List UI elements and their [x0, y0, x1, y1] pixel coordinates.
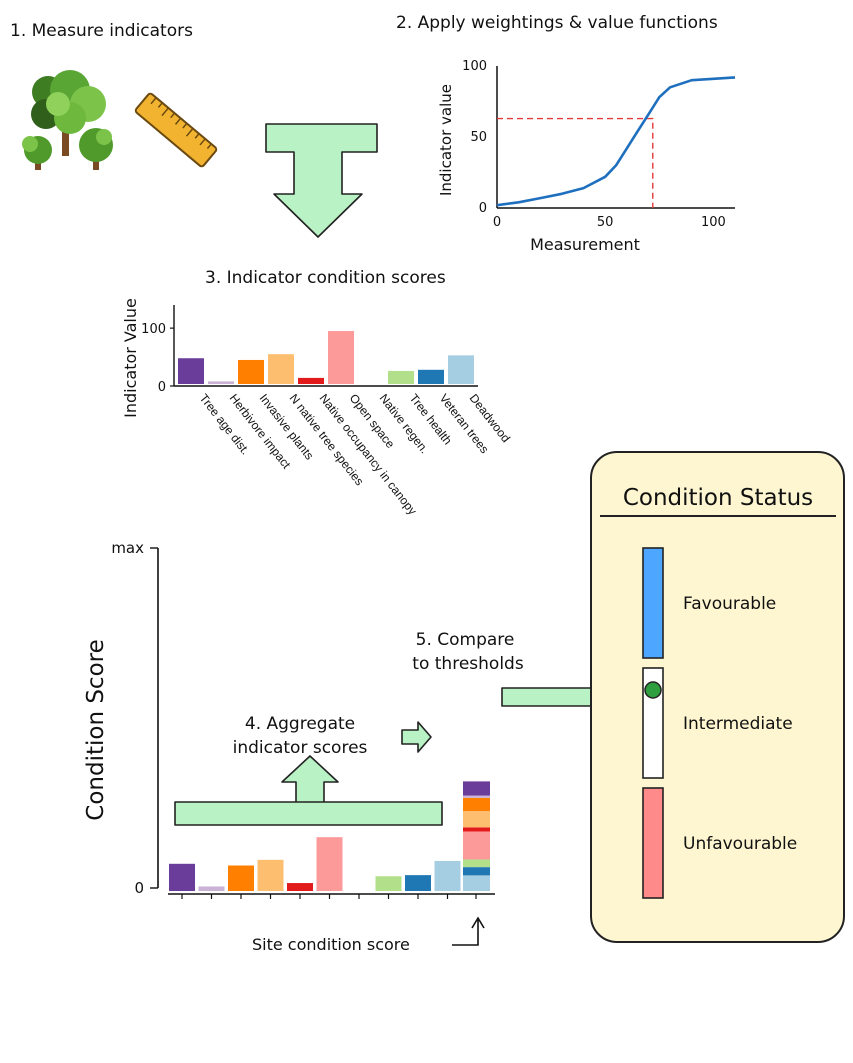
step3-title: 3. Indicator condition scores [205, 268, 446, 288]
status-level-label: Unfavourable [683, 834, 797, 854]
status-title: Condition Status [623, 485, 813, 511]
stack-segment [463, 831, 490, 860]
vf-y-tick: 50 [470, 130, 487, 145]
agg-ylabel: Condition Score [83, 639, 109, 820]
aggregate-chart: Condition Score 0 max [83, 539, 495, 899]
aggregate-arrow [174, 755, 443, 826]
agg-bar [169, 863, 195, 891]
small-right-arrow [401, 721, 432, 753]
vf-threshold-lines [497, 117, 654, 208]
status-level-label: Intermediate [683, 714, 793, 734]
stack-segment [463, 795, 490, 798]
step5-line2: to thresholds [412, 654, 524, 674]
agg-bar [316, 837, 343, 891]
step5-line1: 5. Compare [416, 630, 515, 650]
vf-ylabel: Indicator value [437, 84, 455, 196]
ind-bar [418, 369, 444, 384]
status-panel-box [590, 451, 845, 943]
stack-segment [463, 875, 490, 891]
vf-y-tick: 0 [479, 201, 487, 216]
value-function-chart: Measurement Indicator value 0 50 100 0 50 100 [437, 59, 736, 254]
vf-curve [496, 76, 736, 207]
agg-y-tick: max [111, 539, 144, 557]
agg-bar [434, 860, 461, 891]
status-level-box [642, 787, 664, 899]
site-score-arrow [452, 916, 485, 946]
ind-y-tick: 100 [141, 322, 166, 337]
ind-bar [178, 358, 204, 384]
step1-title: 1. Measure indicators [10, 21, 193, 41]
agg-bar [198, 886, 225, 891]
agg-bar [375, 876, 402, 891]
stack-segment [463, 867, 490, 876]
vf-xlabel: Measurement [530, 235, 640, 254]
status-level-label: Favourable [683, 594, 776, 614]
ind-bar [328, 331, 354, 384]
ind-bar [298, 377, 324, 384]
stack-segment [463, 859, 490, 868]
ind-bar [238, 359, 264, 384]
condition-status-panel: Condition Status Favourable Intermediate U… [590, 451, 845, 943]
down-arrow [265, 123, 378, 238]
vf-y-tick: 100 [462, 59, 487, 74]
ind-bar [388, 370, 414, 384]
vf-x-tick: 50 [597, 215, 614, 230]
vf-x-tick: 0 [493, 215, 501, 230]
ind-bar [448, 355, 474, 384]
ind-y-tick: 0 [158, 380, 166, 395]
stack-segment [463, 781, 490, 796]
step4-line2: indicator scores [233, 738, 368, 758]
agg-bar [228, 865, 254, 891]
trees-icon [22, 70, 113, 170]
stack-segment [463, 797, 490, 812]
vf-x-tick: 100 [701, 215, 726, 230]
stack-segment [463, 811, 490, 828]
ind-ylabel: Indicator Value [121, 298, 140, 418]
stack-segment [463, 827, 490, 832]
ind-bar [268, 354, 294, 384]
status-level-box [642, 547, 664, 659]
agg-bar [405, 875, 431, 891]
agg-y-tick: 0 [134, 879, 144, 897]
ind-bar [208, 381, 234, 384]
site-status-marker [644, 681, 662, 699]
ruler-icon [134, 92, 218, 168]
agg-bar [287, 883, 313, 891]
site-score-label: Site condition score [252, 935, 410, 954]
step4-line1: 4. Aggregate [245, 714, 355, 734]
step2-title: 2. Apply weightings & value functions [396, 13, 718, 33]
agg-bar [257, 859, 284, 891]
